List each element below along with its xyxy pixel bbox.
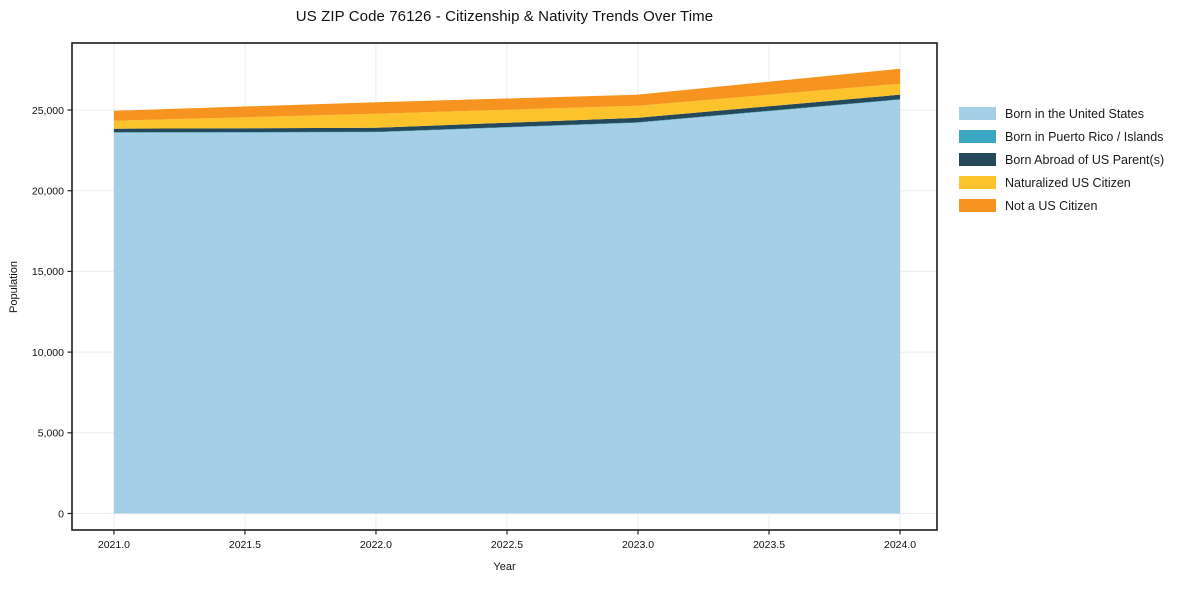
legend-swatch-icon	[959, 130, 996, 143]
legend-item-4: Not a US Citizen	[959, 194, 1164, 217]
y-axis-label: Population	[8, 261, 20, 313]
legend-label: Born in Puerto Rico / Islands	[1005, 129, 1164, 144]
y-tick-label: 20,000	[32, 186, 64, 198]
legend-swatch-icon	[959, 199, 996, 212]
x-tick-label: 2024.0	[884, 539, 916, 551]
legend: Born in the United States Born in Puerto …	[959, 102, 1164, 217]
area-series-0	[113, 99, 901, 514]
y-tick-label: 25,000	[32, 105, 64, 117]
area-series-3	[113, 83, 901, 129]
legend-label: Born in the United States	[1005, 106, 1144, 121]
legend-swatch-icon	[959, 107, 996, 120]
chart-title: US ZIP Code 76126 - Citizenship & Nativi…	[295, 8, 714, 25]
x-axis-label: Year	[493, 561, 516, 573]
x-tick-label: 2022.5	[491, 539, 523, 551]
y-tick-label: 10,000	[32, 347, 64, 359]
area-series-2	[113, 94, 901, 133]
area-series-4	[113, 68, 901, 121]
legend-label: Naturalized US Citizen	[1005, 175, 1131, 190]
legend-item-3: Naturalized US Citizen	[959, 171, 1164, 194]
legend-item-0: Born in the United States	[959, 102, 1164, 125]
legend-label: Not a US Citizen	[1005, 198, 1098, 213]
legend-swatch-icon	[959, 153, 996, 166]
x-tick-label: 2023.0	[622, 539, 654, 551]
legend-swatch-icon	[959, 176, 996, 189]
legend-label: Born Abroad of US Parent(s)	[1005, 152, 1165, 167]
y-tick-label: 5,000	[38, 428, 64, 440]
y-tick-label: 15,000	[32, 266, 64, 278]
x-tick-label: 2022.0	[360, 539, 392, 551]
plot-border	[71, 42, 938, 531]
x-tick-label: 2021.5	[229, 539, 261, 551]
y-tick-label: 0	[58, 508, 64, 520]
x-tick-label: 2023.5	[753, 539, 785, 551]
x-tick-label: 2021.0	[98, 539, 130, 551]
legend-item-2: Born Abroad of US Parent(s)	[959, 148, 1164, 171]
legend-item-1: Born in Puerto Rico / Islands	[959, 125, 1164, 148]
